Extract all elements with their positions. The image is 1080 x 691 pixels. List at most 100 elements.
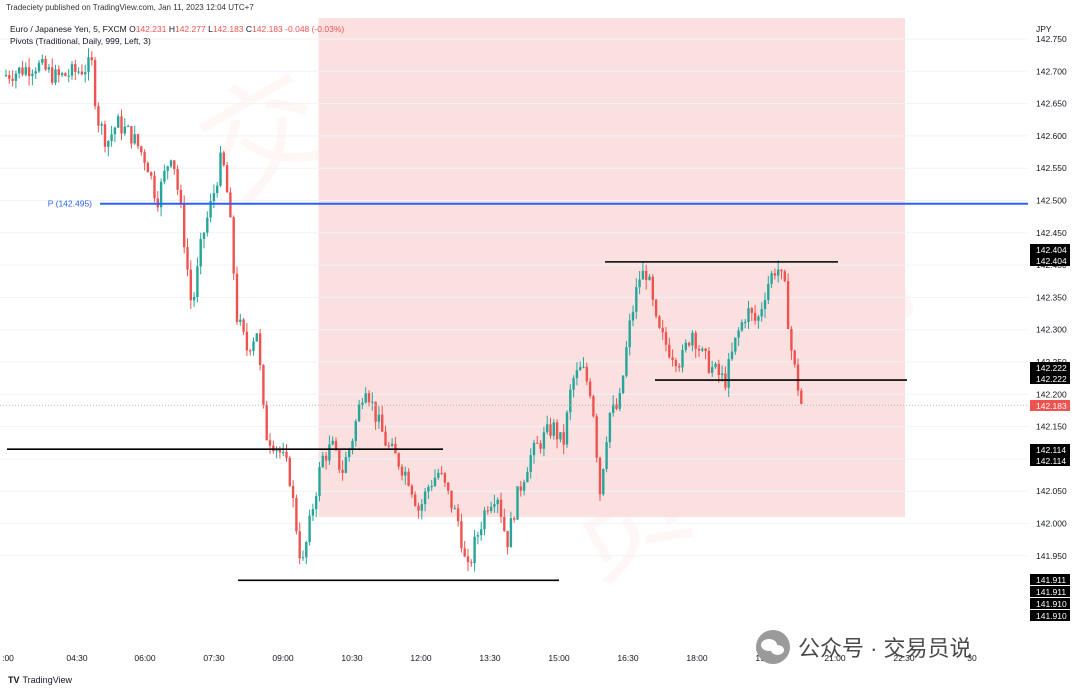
candle-body — [272, 445, 275, 452]
candle-body — [532, 442, 536, 456]
candle-body — [694, 332, 697, 349]
candle-body — [169, 160, 173, 167]
candle-body — [245, 331, 249, 351]
candle-body — [496, 499, 499, 505]
candle-body — [140, 146, 143, 153]
candle-body — [143, 152, 146, 163]
candle-body — [503, 516, 506, 531]
candle-body — [318, 467, 321, 497]
candle-body — [196, 266, 199, 298]
candle-body — [447, 482, 450, 491]
candle-body — [252, 341, 255, 351]
candle-body — [562, 432, 565, 445]
candle-body — [631, 311, 635, 321]
candle-body — [47, 67, 51, 70]
candle-body — [285, 451, 288, 458]
candle-body — [308, 515, 311, 543]
candle-body — [592, 396, 595, 417]
candle-body — [338, 448, 341, 470]
price-axis-tag — [1030, 455, 1070, 466]
candle-body — [130, 126, 133, 144]
candle-body — [767, 283, 770, 301]
price-axis-tag-label: 141.911 — [1036, 587, 1066, 597]
candle-body — [262, 365, 265, 405]
candle-body — [641, 270, 645, 280]
price-axis-tag — [1030, 255, 1070, 266]
price-axis-tag-label: 142.183 — [1036, 401, 1067, 411]
candle-body — [466, 556, 470, 563]
candle-body — [126, 126, 130, 128]
price-tick-label: 142.300 — [1036, 325, 1067, 335]
candle-body — [334, 440, 338, 449]
candle-body — [737, 330, 740, 338]
candle-body — [258, 333, 262, 366]
price-axis-tag — [1030, 244, 1070, 255]
low-label: L — [208, 24, 213, 34]
candle-body — [786, 281, 790, 329]
candle-body — [753, 312, 757, 321]
candle-body — [249, 350, 252, 352]
candle-body — [384, 431, 387, 446]
candle-body — [615, 404, 618, 409]
time-tick-label: 06:00 — [134, 653, 156, 663]
symbol-name: Euro / Japanese Yen, 5, FXCM — [10, 24, 127, 34]
candle-body — [159, 181, 163, 208]
candle-body — [110, 134, 113, 141]
price-axis-tag — [1030, 574, 1070, 585]
candle-body — [100, 124, 103, 126]
candle-body — [381, 414, 384, 432]
candle-body — [437, 472, 440, 478]
candle-body — [367, 393, 371, 403]
price-axis-tag-label: 142.114 — [1036, 456, 1066, 466]
chart-legend: Euro / Japanese Yen, 5, FXCM O142.231 H1… — [10, 23, 344, 47]
candle-body — [783, 271, 786, 282]
candle-body — [608, 412, 612, 443]
time-tick-label: 30 — [967, 653, 977, 663]
candle-body — [602, 469, 605, 495]
candle-body — [598, 457, 602, 495]
candle-body — [206, 217, 209, 233]
candle-body — [84, 72, 87, 75]
candle-body — [34, 71, 37, 74]
candle-body — [295, 498, 298, 532]
candle-body — [21, 67, 24, 75]
time-tick-label: 15:00 — [548, 653, 570, 663]
symbol-legend-row[interactable]: Euro / Japanese Yen, 5, FXCM O142.231 H1… — [10, 23, 344, 35]
price-axis-tag — [1030, 586, 1070, 597]
candle-body — [173, 160, 176, 169]
candle-body — [460, 521, 463, 549]
candle-body — [519, 486, 522, 491]
candle-body — [635, 287, 638, 312]
candle-body — [189, 269, 192, 301]
candle-body — [747, 308, 750, 322]
candle-body — [654, 299, 658, 317]
watermark-badge: 公众号 · 交易员说 — [756, 630, 972, 664]
candle-body — [166, 166, 169, 171]
candle-body — [117, 116, 120, 128]
price-tick-label: 142.700 — [1036, 66, 1067, 76]
indicator-legend-row[interactable]: Pivots (Traditional, Daily, 999, Left, 3… — [10, 36, 151, 46]
candle-body — [559, 432, 562, 440]
candle-body — [377, 414, 381, 422]
candle-body — [588, 381, 592, 397]
candle-body — [522, 482, 526, 491]
candle-body — [11, 78, 14, 81]
candle-body — [750, 308, 753, 313]
candle-body — [800, 390, 803, 404]
candle-body — [67, 75, 70, 77]
published-note: Tradeciety published on TradingView.com,… — [6, 3, 254, 12]
candle-body — [64, 73, 67, 77]
candle-body — [123, 126, 126, 134]
price-tick-label: 142.050 — [1036, 486, 1067, 496]
candle-body — [760, 309, 763, 317]
candle-body — [542, 432, 546, 449]
candle-body — [153, 175, 156, 199]
candle-body — [701, 348, 704, 351]
tradingview-logo[interactable]: TV TradingView — [8, 675, 72, 685]
candle-body — [744, 321, 747, 323]
time-tick-label: 10:30 — [341, 653, 363, 663]
candle-body — [8, 75, 11, 79]
candle-body — [18, 67, 21, 74]
close-value: 142.183 — [252, 24, 283, 34]
